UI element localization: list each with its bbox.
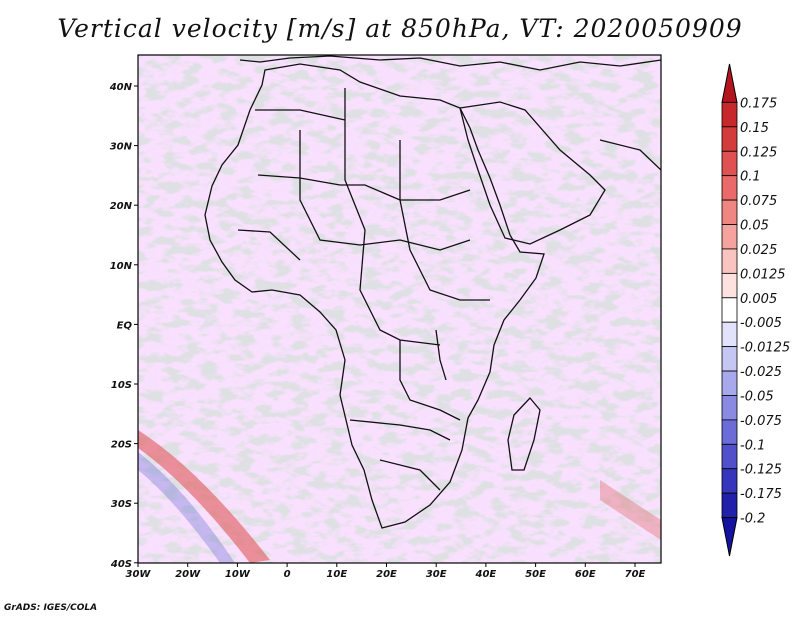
lat-tick-label: 20N	[110, 201, 133, 212]
lat-tick-label: 10S	[111, 380, 132, 391]
colorbar-label: 0.1	[740, 170, 761, 185]
colorbar-swatch	[721, 370, 738, 396]
colorbar-swatch	[721, 199, 738, 225]
colorbar-swatch	[721, 248, 738, 274]
colorbar-label: 0.125	[740, 145, 777, 160]
colorbar-swatch	[721, 272, 738, 299]
lon-tick-label: 30E	[426, 569, 447, 580]
vertical-velocity-field	[138, 55, 661, 563]
lon-tick-label: 10E	[326, 569, 347, 580]
colorbar-label: -0.175	[740, 487, 782, 502]
lon-tick-label: 50E	[525, 569, 546, 580]
colorbar-swatch	[721, 492, 738, 518]
lat-tick-label: EQ	[117, 320, 133, 331]
colorbar-swatch	[721, 443, 738, 470]
colorbar-label: 0.075	[740, 194, 777, 209]
colorbar-swatch	[721, 321, 738, 348]
colorbar-label: -0.005	[740, 316, 782, 331]
lon-tick-label: 10W	[225, 569, 251, 580]
colorbar-swatch	[721, 419, 738, 445]
colorbar-label: 0.05	[740, 219, 769, 234]
lat-tick-label: 20S	[111, 440, 132, 451]
lon-tick-label: 20E	[376, 569, 397, 580]
colorbar-label: -0.125	[740, 463, 782, 478]
colorbar-swatch	[721, 297, 738, 323]
lon-tick-label: 30W	[126, 569, 152, 580]
lat-tick-label: 40N	[109, 82, 133, 93]
lon-tick-label: 0	[284, 569, 291, 580]
coastlines	[204, 55, 661, 529]
lat-tick-label: 30S	[111, 499, 132, 510]
lon-tick-label: 40E	[475, 569, 497, 580]
credit-label: GrADS: IGES/COLA	[4, 603, 98, 613]
plot-frame	[137, 54, 662, 564]
colorbar-label: 0.0125	[740, 267, 786, 282]
colorbar-label: -0.0125	[740, 341, 790, 356]
colorbar-swatch	[721, 150, 738, 177]
colorbar-swatch	[721, 175, 738, 201]
colorbar-swatch	[721, 63, 738, 103]
colorbar-swatch	[721, 224, 738, 250]
colorbar-label: -0.05	[740, 389, 774, 404]
longitude-axis: 30W 20W 10W 0 10E 20E 30E 40E 50E 60E 70E	[126, 563, 646, 580]
colorbar-swatch	[721, 468, 738, 494]
colorbar-swatch	[721, 517, 738, 557]
colorbar-swatch	[721, 102, 738, 128]
colorbar-label: 0.025	[740, 243, 777, 258]
colorbar-swatch	[721, 126, 738, 152]
lon-tick-label: 60E	[575, 569, 596, 580]
lat-tick-label: 30N	[110, 142, 133, 153]
colorbar-label: 0.005	[740, 292, 777, 307]
lon-tick-label: 70E	[625, 569, 646, 580]
colorbar-label: -0.1	[740, 438, 765, 453]
colorbar-swatch	[721, 346, 738, 372]
colorbar-label: -0.075	[740, 414, 782, 429]
colorbar-label: 0.175	[740, 96, 777, 111]
chart-title: Vertical velocity [m/s] at 850hPa, VT: 2…	[57, 14, 743, 43]
lat-tick-label: 40S	[110, 559, 132, 570]
latitude-axis: 40N 30N 20N 10N EQ 10S 20S 30S 40S	[109, 82, 138, 570]
colorbar-label: -0.025	[740, 365, 782, 380]
lon-tick-label: 20W	[175, 569, 201, 580]
lat-tick-label: 10N	[110, 261, 133, 272]
colorbar-label: 0.15	[740, 121, 769, 136]
colorbar: 0.175 0.15 0.125 0.1 0.075 0.05 0.025 0.0125 0.0…	[721, 63, 790, 557]
colorbar-label: -0.2	[740, 512, 765, 527]
colorbar-swatch	[721, 395, 738, 421]
